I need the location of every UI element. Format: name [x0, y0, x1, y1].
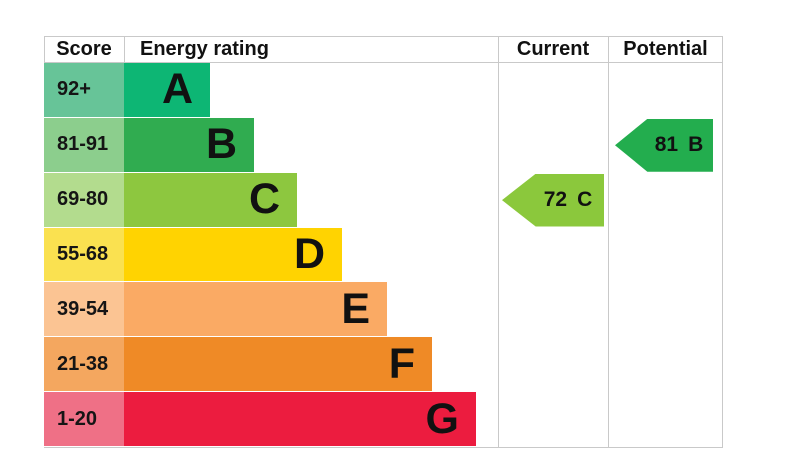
- band-bar: A: [124, 63, 210, 117]
- grid-line-header-bottom: [44, 62, 723, 63]
- potential-score-value: 81: [654, 133, 679, 157]
- score-cell: 69-80: [44, 172, 124, 227]
- band-bar: B: [124, 117, 254, 172]
- band-bar: E: [124, 282, 387, 337]
- bands-area: 92+ A 81-91 B 69-80 C 55-68 D 39-54 E 21…: [44, 63, 498, 447]
- epc-table: Score Energy rating Current Potential 92…: [44, 36, 723, 448]
- band-row-d: 55-68 D: [44, 227, 498, 283]
- energy-rating-header: Energy rating: [140, 38, 269, 60]
- grid-line-top: [44, 36, 723, 37]
- score-header: Score: [56, 38, 112, 60]
- grid-line-bottom: [44, 447, 723, 448]
- grid-line-score-divider: [124, 36, 125, 63]
- potential-band-letter: B: [688, 133, 704, 157]
- score-cell: 55-68: [44, 227, 124, 282]
- header-row: Score Energy rating Current Potential: [44, 37, 723, 62]
- grid-line-left: [44, 36, 45, 63]
- band-row-e: 39-54 E: [44, 282, 498, 337]
- score-cell: 81-91: [44, 117, 124, 172]
- current-band-letter: C: [577, 188, 593, 212]
- band-row-a: 92+ A: [44, 63, 498, 118]
- score-cell: 92+: [44, 63, 124, 117]
- score-cell: 1-20: [44, 392, 124, 446]
- potential-header: Potential: [623, 38, 708, 60]
- band-bar: D: [124, 227, 342, 282]
- current-score-value: 72: [543, 188, 568, 212]
- potential-rating-arrow: 81 B: [615, 118, 713, 172]
- current-header: Current: [516, 38, 590, 60]
- score-cell: 21-38: [44, 337, 124, 392]
- band-bar: C: [124, 172, 297, 227]
- grid-line-right: [722, 36, 723, 448]
- band-bar: G: [124, 392, 476, 446]
- band-bar: F: [124, 337, 432, 392]
- current-rating-arrow: 72 C: [502, 173, 604, 227]
- band-row-f: 21-38 F: [44, 337, 498, 392]
- band-row-c: 69-80 C: [44, 172, 498, 228]
- band-row-b: 81-91 B: [44, 117, 498, 173]
- score-cell: 39-54: [44, 282, 124, 337]
- grid-line-current-left: [498, 36, 499, 448]
- band-row-g: 1-20 G: [44, 392, 498, 447]
- grid-line-potential-left: [608, 36, 609, 448]
